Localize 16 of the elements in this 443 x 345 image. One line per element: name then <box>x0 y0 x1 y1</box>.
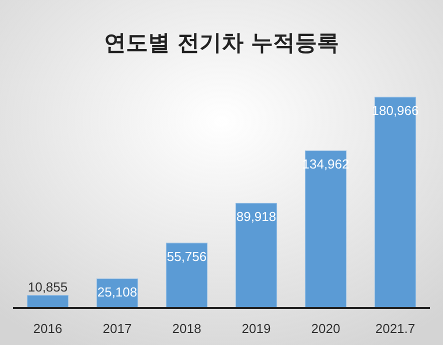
bar <box>26 295 69 308</box>
x-tick-label: 2018 <box>172 321 202 336</box>
bar <box>374 96 416 308</box>
data-label: 25,108 <box>97 284 138 300</box>
x-tick-label: 2021.7 <box>375 321 416 336</box>
data-label: 89,918 <box>236 209 276 224</box>
x-tick-label: 2017 <box>102 321 132 336</box>
x-tick-label: 2016 <box>33 321 62 336</box>
bar <box>304 150 347 308</box>
bar <box>235 202 278 308</box>
x-tick-label: 2020 <box>311 321 340 336</box>
data-label: 55,756 <box>166 249 207 264</box>
bar <box>166 242 208 308</box>
x-tick-label: 2019 <box>242 321 271 336</box>
data-label: 10,855 <box>28 279 68 294</box>
chart-title: 연도별 전기차 누적등록 <box>104 31 340 56</box>
